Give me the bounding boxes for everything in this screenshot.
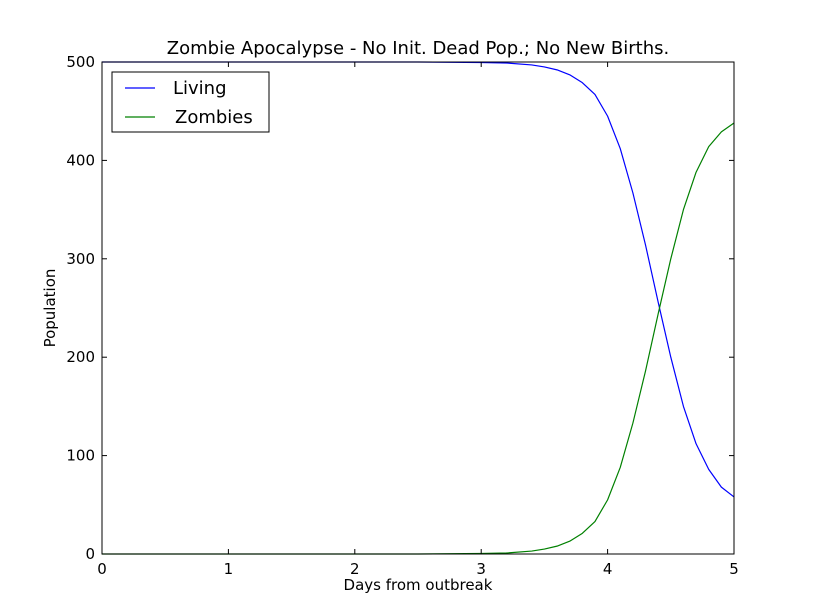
y-tick-label: 300 bbox=[66, 250, 95, 268]
legend-label-living: Living bbox=[173, 78, 227, 99]
x-tick-label: 2 bbox=[350, 560, 360, 578]
x-tick-label: 5 bbox=[729, 560, 739, 578]
x-tick-label: 1 bbox=[224, 560, 234, 578]
x-tick-label: 0 bbox=[97, 560, 107, 578]
y-ticks: 0 100 200 300 400 500 bbox=[66, 53, 734, 563]
y-tick-label: 500 bbox=[66, 53, 95, 71]
x-ticks: 0 1 2 3 4 5 bbox=[97, 62, 739, 578]
plot-area bbox=[102, 62, 734, 554]
chart-title: Zombie Apocalypse - No Init. Dead Pop.; … bbox=[167, 38, 669, 59]
y-tick-label: 100 bbox=[66, 447, 95, 465]
legend-label-zombies: Zombies bbox=[175, 107, 253, 128]
legend-box bbox=[111, 71, 270, 133]
x-axis-label: Days from outbreak bbox=[344, 576, 493, 594]
x-tick-label: 4 bbox=[603, 560, 613, 578]
x-tick-label: 3 bbox=[476, 560, 486, 578]
y-axis-label: Population bbox=[41, 269, 59, 348]
y-tick-label: 400 bbox=[66, 151, 95, 169]
legend: Living Zombies bbox=[111, 71, 270, 133]
y-tick-label: 200 bbox=[66, 348, 95, 366]
y-tick-label: 0 bbox=[85, 545, 95, 563]
plot-frame bbox=[101, 61, 735, 555]
